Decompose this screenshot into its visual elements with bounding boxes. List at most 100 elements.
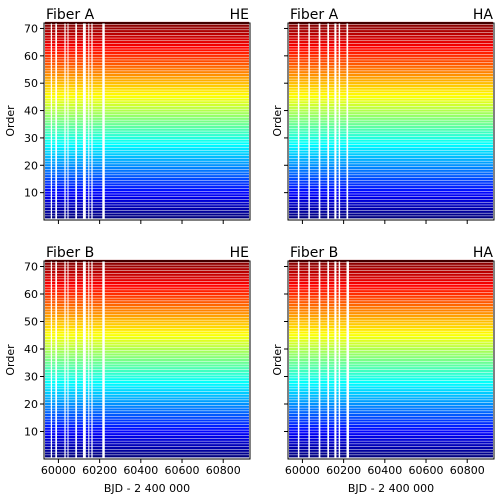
data-gap (297, 23, 300, 220)
order-row (45, 73, 249, 77)
order-row (45, 268, 249, 271)
order-row (289, 430, 493, 433)
order-row (45, 408, 249, 411)
order-row (45, 455, 249, 458)
order-row (289, 411, 493, 414)
plot-frame (287, 22, 495, 221)
heatmap-area (44, 21, 250, 220)
order-row (45, 345, 249, 348)
order-row (45, 54, 249, 57)
order-row (45, 312, 249, 315)
order-row (45, 369, 249, 373)
order-row (289, 145, 493, 148)
order-row (45, 424, 249, 428)
order-row (45, 32, 249, 36)
order-row (45, 430, 249, 433)
order-row (45, 281, 249, 285)
order-row (45, 30, 249, 33)
data-gap (64, 261, 66, 459)
panel-title-left: Fiber A (46, 7, 95, 23)
order-row (289, 114, 493, 118)
y-tick-label: 10 (24, 187, 38, 200)
y-tick-label: 50 (24, 77, 38, 90)
order-row (289, 419, 493, 422)
order-row (45, 76, 249, 79)
order-row (45, 87, 249, 90)
order-row (45, 191, 249, 194)
order-row (45, 400, 249, 403)
order-row (289, 109, 493, 112)
plot-frame (287, 260, 495, 460)
order-row (45, 452, 249, 455)
panel-title-right: HA (473, 245, 494, 261)
order-row (45, 98, 249, 101)
order-row (289, 317, 493, 320)
order-row (289, 281, 493, 285)
order-row (45, 372, 249, 375)
order-row (289, 205, 493, 208)
order-row (45, 298, 249, 301)
x-tick-label: 60000 (285, 464, 320, 477)
x-axis-label: BJD - 2 400 000 (348, 482, 434, 495)
y-tick-label: 50 (24, 316, 38, 329)
order-row (289, 103, 493, 107)
order-row (289, 364, 493, 367)
order-row (45, 51, 249, 55)
data-gap (67, 261, 69, 459)
order-row (289, 150, 493, 153)
order-row (289, 295, 493, 298)
order-row (45, 93, 249, 96)
order-row (45, 120, 249, 123)
order-row (289, 394, 493, 397)
x-tick-label: 60800 (206, 464, 241, 477)
order-row (45, 419, 249, 422)
order-row (289, 191, 493, 194)
order-row (289, 30, 493, 33)
order-row (45, 411, 249, 414)
data-gap (75, 261, 77, 459)
order-row (289, 397, 493, 400)
x-tick-label: 60400 (123, 464, 158, 477)
order-row (45, 276, 249, 279)
data-gap (82, 23, 86, 220)
panel-fiber-b-ha: Fiber B HA Order BJD - 2 400 000 60000 60… (271, 245, 495, 495)
order-row (45, 353, 249, 356)
order-row (45, 145, 249, 148)
order-row (289, 183, 493, 186)
order-row (289, 323, 493, 326)
order-row (45, 284, 249, 287)
plot-frame (43, 22, 251, 221)
order-row (289, 325, 493, 329)
data-gap (67, 23, 69, 220)
order-row (289, 309, 493, 312)
order-row (289, 265, 493, 268)
order-row (289, 413, 493, 417)
data-gap (55, 261, 57, 459)
data-gap (75, 23, 77, 220)
order-row (289, 41, 493, 44)
order-row (45, 295, 249, 298)
order-row (289, 290, 493, 293)
order-row (289, 452, 493, 455)
y-tick-label: 30 (24, 132, 38, 145)
order-row (289, 216, 493, 219)
y-axis-label: Order (271, 344, 284, 376)
x-tick-label: 60200 (326, 464, 361, 477)
order-row (45, 175, 249, 178)
order-row (289, 46, 493, 49)
order-row (45, 24, 249, 27)
data-gap (318, 23, 321, 220)
order-row (289, 375, 493, 378)
order-row (289, 125, 493, 129)
x-axis-label: BJD - 2 400 000 (104, 482, 190, 495)
order-row (289, 438, 493, 441)
order-row (289, 400, 493, 403)
order-row (289, 372, 493, 375)
order-row (45, 199, 249, 202)
order-row (289, 51, 493, 55)
order-row (45, 169, 249, 172)
order-row (289, 84, 493, 88)
order-row (289, 380, 493, 384)
ticks (284, 27, 468, 224)
